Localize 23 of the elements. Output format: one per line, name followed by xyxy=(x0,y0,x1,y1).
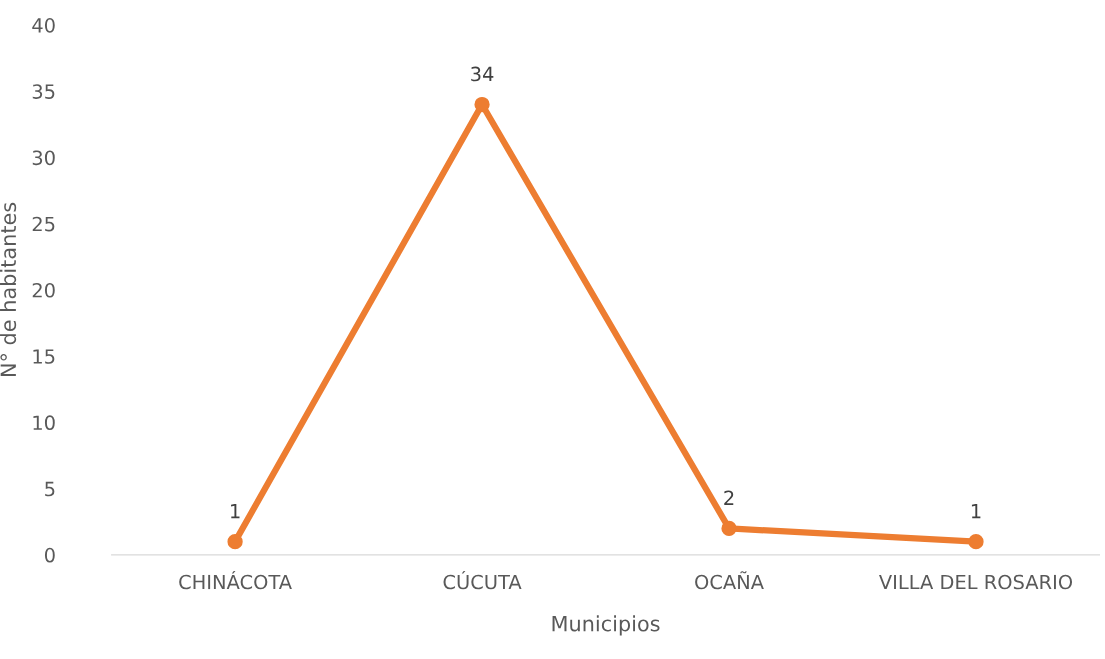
data-label: 34 xyxy=(471,66,494,82)
x-axis-title: Municipios xyxy=(552,615,660,636)
y-tick-label: 15 xyxy=(33,349,55,364)
data-label: 1 xyxy=(971,503,981,519)
y-tick-label: 30 xyxy=(32,150,55,166)
y-tick-label: 0 xyxy=(44,547,55,563)
x-tick-label: CHINÁCOTA xyxy=(179,571,292,590)
data-label: 1 xyxy=(231,503,240,519)
y-tick-label: 35 xyxy=(32,84,55,99)
y-axis-title: N° de habitantes xyxy=(0,202,17,377)
point xyxy=(474,96,490,113)
x-tick-label: VILLA DEL ROSARIO xyxy=(879,574,1073,590)
y-tick-label: 10 xyxy=(33,415,55,431)
y-tick-label: 25 xyxy=(32,216,55,232)
data-label: 2 xyxy=(724,490,734,505)
x-tick-label: CÚCUTA xyxy=(443,571,522,590)
point xyxy=(968,533,984,550)
point xyxy=(721,520,737,537)
y-tick-label: 20 xyxy=(32,282,55,298)
y-tick-label: 5 xyxy=(45,481,55,497)
y-tick-label: 40 xyxy=(32,18,55,33)
point xyxy=(227,533,243,550)
x-tick-label: OCAÑA xyxy=(695,571,764,590)
